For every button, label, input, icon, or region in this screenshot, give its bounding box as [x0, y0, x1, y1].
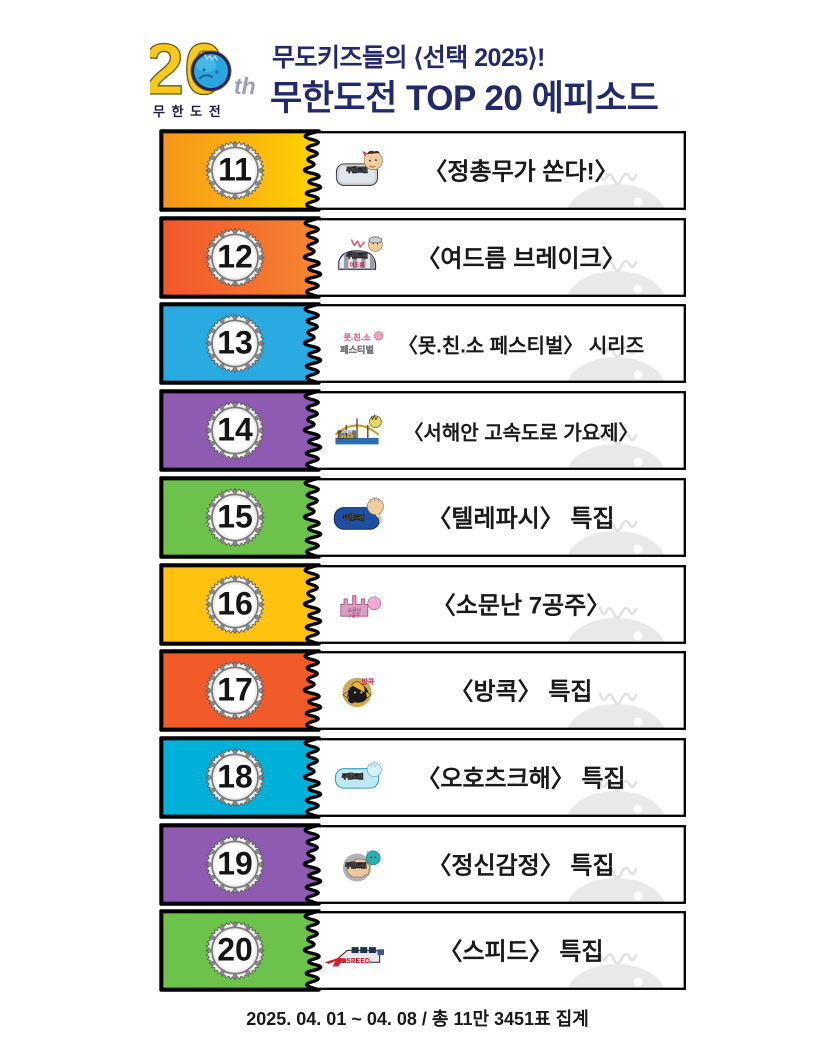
svg-text:〈정총무가 쏜다!〉: 〈정총무가 쏜다!〉	[423, 159, 618, 186]
svg-text:12: 12	[217, 238, 253, 274]
svg-text:〈오호츠크해〉 특집: 〈오호츠크해〉 특집	[416, 765, 625, 792]
svg-text:〈정신감정〉 특집: 〈정신감정〉 특집	[427, 852, 614, 879]
svg-text:〈방콕〉 특집: 〈방콕〉 특집	[450, 679, 593, 706]
svg-text:18: 18	[217, 758, 253, 794]
svg-text:〈스피드〉 특집: 〈스피드〉 특집	[438, 939, 603, 966]
svg-text:17: 17	[217, 672, 253, 708]
svg-text:SPEED: SPEED	[346, 958, 370, 965]
svg-text:〈못.친.소 페스티벌〉 시리즈: 〈못.친.소 페스티벌〉 시리즈	[398, 335, 644, 358]
svg-text:11: 11	[218, 152, 252, 188]
svg-text:페스티벌: 페스티벌	[340, 344, 374, 355]
svg-text:14: 14	[217, 412, 253, 448]
svg-text:15: 15	[217, 498, 253, 534]
svg-text:13: 13	[217, 325, 253, 361]
svg-text:서해안: 서해안	[341, 429, 352, 435]
svg-text:〈소문난 7공주〉: 〈소문난 7공주〉	[432, 592, 610, 619]
svg-text:19: 19	[217, 845, 253, 881]
svg-text:〈서해안 고속도로 가요제〉: 〈서해안 고속도로 가요제〉	[403, 422, 638, 445]
svg-text:16: 16	[217, 585, 253, 621]
svg-text:고속도로: 고속도로	[340, 434, 354, 439]
svg-text:못.친.소: 못.친.소	[344, 332, 371, 342]
svg-text:20: 20	[217, 932, 253, 968]
svg-text:〈텔레파시〉 특집: 〈텔레파시〉 특집	[427, 505, 614, 532]
svg-text:〈여드름 브레이크〉: 〈여드름 브레이크〉	[416, 245, 625, 272]
